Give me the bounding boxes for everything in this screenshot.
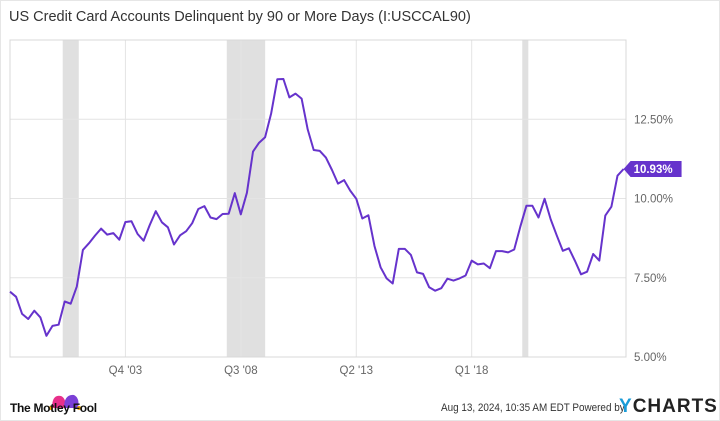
plot-border (9, 39, 627, 358)
ycharts-y: Y (619, 396, 633, 417)
last-value-callout: 10.93% (623, 161, 682, 178)
brand-name: The Motley Fool (10, 401, 97, 415)
y-tick-label: 12.50% (634, 114, 673, 126)
x-tick-label: Q1 '18 (455, 365, 489, 377)
ycharts-text: CHARTS (632, 396, 718, 417)
x-tick-label: Q4 '03 (109, 365, 143, 377)
footer-timestamp: Aug 13, 2024, 10:35 AM EDT Powered by (441, 402, 625, 414)
powered-by-label: Powered by (572, 402, 625, 414)
y-tick-label: 10.00% (634, 194, 673, 206)
ycharts-logo[interactable]: YCHARTS (619, 396, 718, 418)
x-tick-label: Q3 '08 (224, 365, 258, 377)
y-tick-label: 7.50% (634, 273, 667, 285)
callout-background (623, 161, 682, 178)
chart-title: US Credit Card Accounts Delinquent by 90… (9, 9, 471, 25)
jester-hat-icon (49, 394, 81, 410)
x-tick-label: Q2 '13 (340, 365, 374, 377)
last-value-label: 10.93% (634, 164, 673, 176)
y-tick-label: 5.00% (634, 352, 667, 364)
timestamp: Aug 13, 2024, 10:35 AM EDT (441, 402, 570, 414)
series-line (9, 78, 625, 337)
